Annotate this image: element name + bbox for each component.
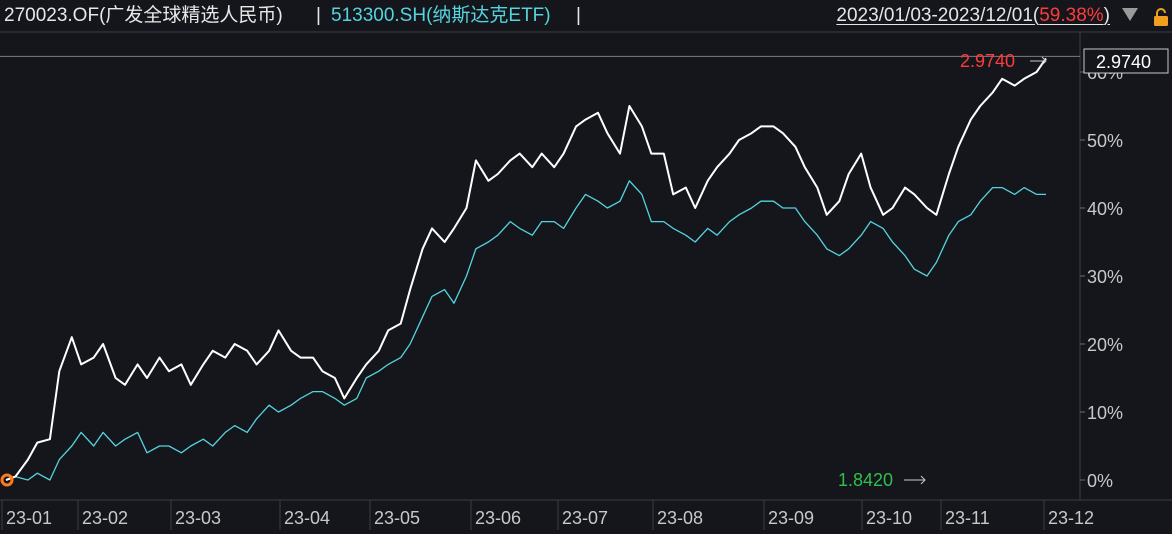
x-tick-label: 23-03	[175, 508, 221, 528]
y-tick-label: 0%	[1087, 471, 1113, 491]
series2-name[interactable]: 513300.SH(纳斯达克ETF)	[331, 5, 551, 26]
x-tick-label: 23-05	[374, 508, 420, 528]
x-tick-label: 23-04	[284, 508, 330, 528]
max-value-label: 2.9740	[960, 51, 1015, 71]
series1-name[interactable]: 270023.OF(广发全球精选人民币)	[4, 5, 283, 26]
x-tick-label: 23-06	[475, 508, 521, 528]
triangle-down-icon[interactable]	[1122, 8, 1138, 21]
x-tick-label: 23-07	[562, 508, 608, 528]
max-value-arrow-icon	[1030, 56, 1047, 66]
min-value-arrow-icon	[904, 475, 926, 485]
lock-icon[interactable]	[1153, 8, 1169, 26]
header-separator: |	[576, 5, 581, 26]
y-tick-label: 10%	[1087, 403, 1123, 423]
x-tick-label: 23-12	[1048, 508, 1094, 528]
date-range-selector[interactable]: 2023/01/03-2023/12/01(59.38%)	[836, 5, 1110, 27]
min-value-label: 1.8420	[838, 470, 893, 490]
last-value-label: 2.9740	[1096, 52, 1151, 72]
x-tick-label: 23-08	[657, 508, 703, 528]
x-tick-label: 23-09	[768, 508, 814, 528]
range-change-open: (	[1032, 5, 1040, 26]
x-tick-label: 23-02	[82, 508, 128, 528]
series1-line	[5, 57, 1047, 481]
header-separator: |	[316, 5, 321, 26]
x-tick-label: 23-11	[945, 508, 990, 528]
y-tick-label: 50%	[1087, 131, 1123, 151]
last-value-box	[1083, 48, 1169, 74]
y-tick-label: 20%	[1087, 335, 1123, 355]
x-tick-label: 23-01	[6, 508, 52, 528]
start-marker	[0, 473, 14, 487]
chart-header: 270023.OF(广发全球精选人民币) | 513300.SH(纳斯达克ETF…	[0, 0, 1172, 32]
range-change-value: 59.38%	[1039, 5, 1104, 26]
range-change-close: )	[1103, 5, 1110, 26]
x-tick-label: 23-10	[866, 508, 912, 528]
y-tick-label: 40%	[1087, 199, 1123, 219]
series2-line	[5, 180, 1046, 481]
y-tick-label: 30%	[1087, 267, 1123, 287]
date-range-text: 2023/01/03-2023/12/01	[836, 5, 1033, 26]
